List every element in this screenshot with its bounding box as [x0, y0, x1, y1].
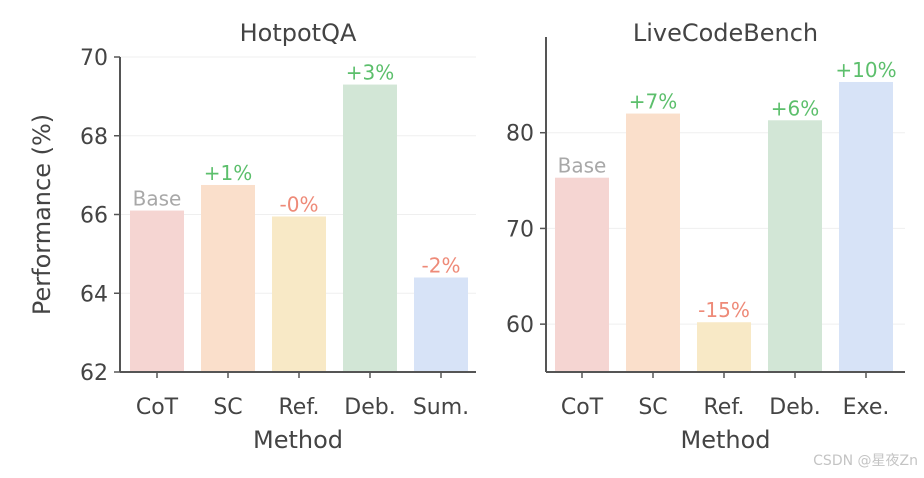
bar-cot — [130, 210, 184, 372]
bar-deb — [768, 120, 822, 373]
bar-sc — [626, 113, 680, 373]
bar-ref — [272, 216, 326, 372]
y-tick-label: 70 — [506, 217, 534, 242]
data-label: Base — [133, 187, 182, 211]
y-tick-label: 70 — [80, 46, 108, 71]
x-tick-label: SC — [213, 395, 242, 420]
data-label: +3% — [346, 61, 395, 85]
x-tick-label: CoT — [561, 395, 604, 420]
y-tick-label: 80 — [506, 122, 534, 147]
bar-ref — [697, 322, 751, 372]
bar-deb — [343, 84, 397, 372]
y-tick-label: 60 — [506, 313, 534, 338]
x-tick-label: Ref. — [279, 395, 320, 420]
data-label: +7% — [629, 90, 678, 114]
x-tick-label: SC — [638, 395, 667, 420]
y-tick-label: 62 — [80, 361, 108, 386]
bar-exe — [839, 81, 893, 372]
y-tick-label: 66 — [80, 204, 108, 229]
chart-title: HotpotQA — [240, 19, 357, 47]
bar-cot — [555, 177, 609, 372]
x-tick-label: Exe. — [843, 395, 890, 420]
data-label: -2% — [422, 254, 461, 278]
data-label: -15% — [698, 298, 750, 322]
y-tick-label: 68 — [80, 125, 108, 150]
x-tick-label: CoT — [136, 395, 179, 420]
bar-sc — [201, 184, 255, 372]
watermark: CSDN @星夜Zn — [813, 453, 918, 469]
data-label: +1% — [204, 161, 253, 185]
x-axis-label: Method — [680, 426, 770, 454]
x-tick-label: Deb. — [344, 395, 395, 420]
data-label: +6% — [771, 96, 820, 120]
data-label: Base — [558, 154, 607, 178]
panel-hotpotqa: Base +1% -0% +3% -2% 62 64 66 68 70 CoT SC Ref. Deb. S… — [28, 19, 476, 454]
data-label: +10% — [835, 58, 896, 82]
x-tick-label: Sum. — [413, 395, 469, 420]
x-tick-label: Deb. — [769, 395, 820, 420]
x-tick-label: Ref. — [704, 395, 745, 420]
y-axis-label: Performance (%) — [28, 114, 56, 315]
chart-title: LiveCodeBench — [633, 19, 818, 47]
panel-livecodebench: Base +7% -15% +6% +10% 60 70 80 CoT SC Ref. Deb. Exe… — [506, 19, 905, 454]
bar-sum — [414, 277, 468, 372]
data-label: -0% — [280, 192, 319, 216]
y-tick-label: 64 — [80, 282, 108, 307]
x-axis-label: Method — [253, 426, 343, 454]
